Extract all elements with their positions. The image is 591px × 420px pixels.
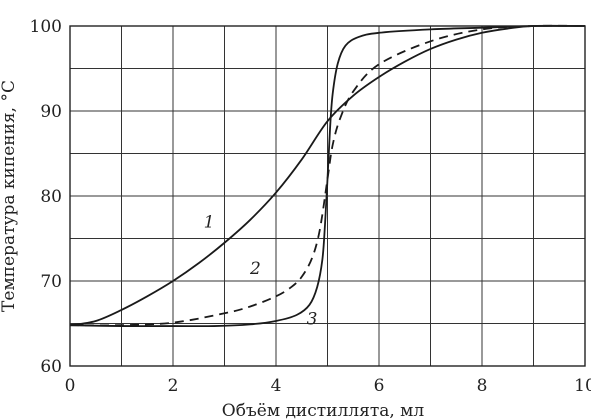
curve-label-1: 1	[204, 212, 215, 232]
curves	[69, 24, 586, 328]
curve-labels: 1 2 3	[204, 212, 318, 329]
series-line-2	[69, 24, 586, 327]
y-tick-label: 60	[40, 357, 62, 377]
x-tick-label: 0	[65, 376, 76, 396]
plot-frame	[69, 25, 586, 367]
tick-labels: 0 2 4 6 8 10 60 70 80 90 100	[30, 17, 591, 396]
x-tick-label: 10	[574, 376, 591, 396]
y-tick-label: 70	[40, 272, 62, 292]
y-axis-label: Температура кипения, °C	[0, 80, 19, 312]
grid	[70, 26, 585, 366]
x-tick-label: 4	[271, 376, 282, 396]
y-tick-label: 80	[40, 187, 62, 207]
x-tick-label: 6	[374, 376, 385, 396]
curve-label-2: 2	[249, 259, 261, 279]
x-tick-label: 8	[477, 376, 488, 396]
series-line-3	[69, 24, 586, 328]
x-axis-label: Объём дистиллята, мл	[222, 401, 425, 420]
y-tick-label: 90	[40, 102, 62, 122]
series-line-1	[69, 24, 586, 327]
x-tick-label: 2	[168, 376, 179, 396]
y-tick-label: 100	[30, 17, 62, 37]
curve-label-3: 3	[307, 309, 318, 329]
